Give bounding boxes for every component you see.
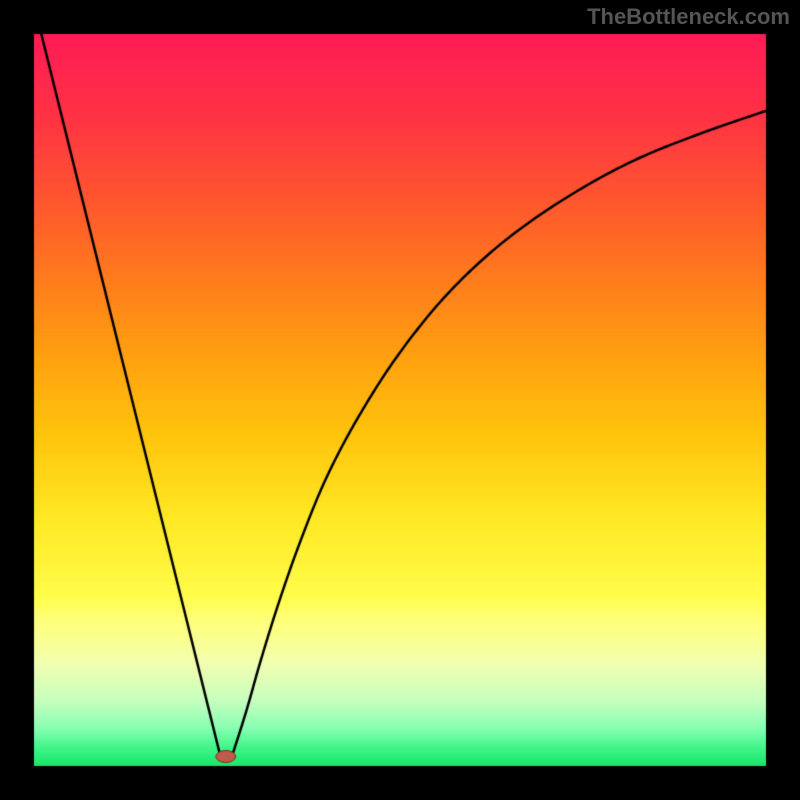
chart-container: TheBottleneck.com (0, 0, 800, 800)
attribution-text: TheBottleneck.com (587, 4, 790, 30)
chart-canvas (0, 0, 800, 800)
